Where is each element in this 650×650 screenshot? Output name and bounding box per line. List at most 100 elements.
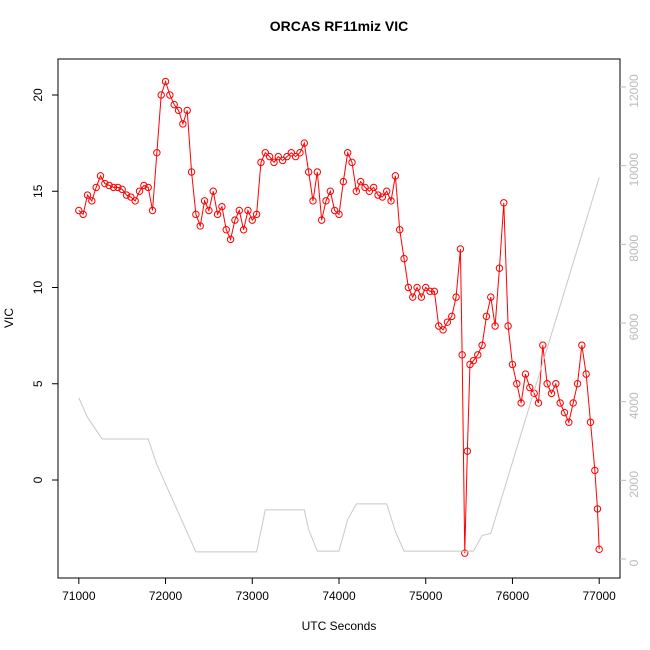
data-point: [83, 191, 92, 199]
data-point: [356, 177, 365, 186]
data-point: [478, 341, 486, 349]
x-tick-label: 75000: [409, 589, 443, 603]
data-point: [244, 206, 252, 215]
data-point: [352, 187, 361, 195]
data-point: [118, 185, 126, 194]
y2-tick-label: 0: [627, 559, 641, 566]
data-point: [582, 370, 590, 378]
y-axis-label: VIC: [2, 308, 16, 328]
data-point: [400, 254, 408, 263]
data-point: [257, 158, 265, 167]
data-point: [296, 149, 304, 157]
data-point: [521, 370, 530, 378]
data-point: [458, 351, 466, 359]
data-point: [157, 91, 165, 99]
data-point: [88, 197, 96, 205]
data-point: [96, 172, 105, 180]
data-point: [508, 360, 517, 369]
data-point: [426, 287, 434, 296]
data-point: [317, 216, 326, 224]
data-point: [547, 389, 556, 398]
data-point: [339, 177, 348, 186]
data-point: [378, 193, 387, 201]
data-point: [348, 158, 356, 167]
data-point: [539, 341, 547, 349]
data-point: [304, 168, 313, 176]
data-point: [369, 183, 378, 192]
data-point: [474, 351, 482, 359]
data-point: [75, 206, 83, 215]
data-point: [396, 226, 404, 234]
data-point: [387, 197, 395, 205]
y2-tick-label: 12000: [627, 74, 641, 108]
series-line: [78, 177, 600, 553]
data-point: [166, 91, 174, 99]
data-point: [448, 312, 456, 321]
data-point: [573, 380, 582, 388]
data-point: [374, 191, 382, 199]
data-point: [517, 399, 525, 407]
data-point: [469, 356, 478, 365]
data-point: [422, 283, 430, 292]
data-point: [261, 149, 269, 157]
y2-tick-label: 4000: [627, 392, 641, 419]
y-tick-label: 15: [31, 184, 45, 198]
data-point: [274, 152, 282, 161]
data-point: [218, 202, 226, 211]
data-point: [463, 447, 472, 455]
chart-title: ORCAS RF11miz VIC: [270, 18, 408, 34]
data-point: [513, 380, 521, 388]
y-tick-label: 10: [31, 281, 45, 295]
data-point: [105, 181, 113, 190]
data-point: [235, 206, 243, 215]
data-point: [556, 399, 564, 407]
data-point: [101, 179, 109, 188]
x-tick-label: 74000: [322, 589, 356, 603]
data-point: [222, 226, 230, 234]
data-point: [209, 187, 217, 195]
y-tick-label: 20: [31, 88, 45, 102]
data-point: [135, 187, 144, 195]
data-point: [179, 120, 187, 128]
data-point: [283, 152, 291, 161]
data-point: [192, 210, 200, 219]
x-axis-label: UTC Seconds: [302, 619, 377, 633]
data-point: [231, 216, 239, 224]
y2-tick-label: 8000: [627, 235, 641, 262]
data-point: [148, 206, 157, 215]
data-point: [330, 206, 339, 215]
data-point: [122, 191, 131, 199]
data-point: [92, 183, 100, 192]
series-line: [78, 79, 600, 554]
data-point: [309, 197, 317, 205]
data-point: [131, 197, 139, 205]
data-point: [461, 549, 469, 557]
data-point: [413, 283, 421, 292]
data-point: [430, 287, 439, 296]
data-point: [326, 187, 335, 195]
data-point: [287, 149, 295, 157]
data-point: [291, 152, 300, 161]
data-point: [213, 210, 222, 219]
data-point: [456, 245, 465, 253]
data-point: [127, 193, 135, 201]
data-point: [248, 216, 256, 224]
data-point: [109, 183, 118, 192]
data-point: [552, 380, 560, 388]
x-tick-label: 77000: [582, 589, 616, 603]
data-point: [487, 293, 495, 301]
data-point: [435, 322, 443, 330]
data-point: [391, 172, 400, 180]
x-tick-label: 73000: [236, 589, 270, 603]
data-point: [278, 156, 287, 165]
data-point: [252, 210, 261, 219]
data-point: [491, 322, 499, 330]
y2-tick-label: 2000: [627, 471, 641, 498]
data-point: [361, 183, 369, 192]
data-point: [144, 183, 152, 192]
data-point: [79, 210, 87, 219]
data-point: [565, 418, 573, 426]
data-point: [591, 466, 599, 475]
data-point: [200, 197, 209, 205]
